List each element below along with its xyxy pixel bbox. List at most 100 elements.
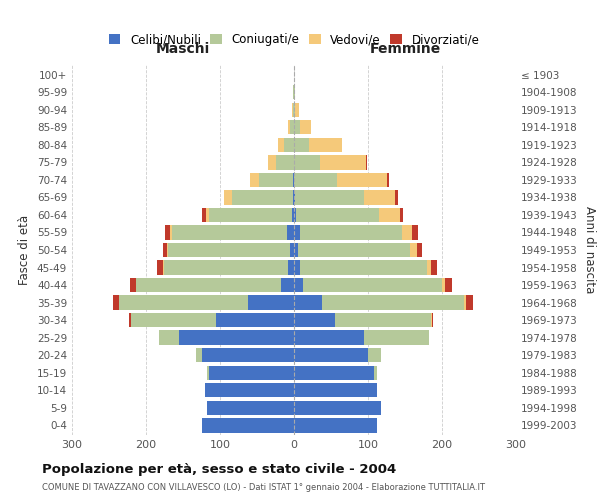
Bar (248, 296, 294, 310)
Y-axis label: Fasce di età: Fasce di età (19, 215, 31, 285)
Bar (322, 296, 464, 310)
Bar (250, 172, 259, 187)
Bar (300, 120, 311, 134)
Bar (288, 120, 290, 134)
Bar (309, 138, 342, 152)
Text: Maschi: Maschi (156, 42, 210, 56)
Bar (293, 102, 294, 117)
Bar (337, 172, 387, 187)
Bar (281, 278, 294, 292)
Bar (119, 296, 248, 310)
Bar (294, 418, 377, 432)
Bar (417, 243, 422, 257)
Bar (216, 313, 294, 328)
Text: Femmine: Femmine (370, 42, 440, 56)
Bar (208, 366, 209, 380)
Bar (294, 102, 295, 117)
Bar (275, 155, 294, 170)
Bar (294, 208, 296, 222)
Bar (202, 208, 206, 222)
Bar (366, 155, 367, 170)
Bar (167, 243, 168, 257)
Bar (294, 348, 368, 362)
Text: COMUNE DI TAVAZZANO CON VILLAVESCO (LO) - Dati ISTAT 1° gennaio 2004 - Elaborazi: COMUNE DI TAVAZZANO CON VILLAVESCO (LO) … (42, 484, 485, 492)
Bar (293, 190, 294, 204)
Bar (294, 190, 295, 204)
Bar (131, 313, 216, 328)
Bar (295, 102, 299, 117)
Bar (294, 120, 300, 134)
Bar (300, 260, 427, 274)
Bar (298, 243, 410, 257)
Bar (136, 278, 281, 292)
Bar (290, 120, 294, 134)
Bar (294, 383, 377, 398)
Legend: Celibi/Nubili, Coniugati/e, Vedovi/e, Divorziati/e: Celibi/Nubili, Coniugati/e, Vedovi/e, Di… (104, 28, 484, 51)
Bar (205, 383, 294, 398)
Bar (170, 226, 172, 239)
Bar (364, 190, 395, 204)
Bar (209, 366, 294, 380)
Bar (130, 278, 136, 292)
Bar (303, 278, 442, 292)
Bar (431, 313, 433, 328)
Bar (368, 348, 382, 362)
Bar (157, 260, 163, 274)
Bar (293, 85, 294, 100)
Bar (294, 138, 309, 152)
Bar (294, 330, 364, 345)
Bar (364, 330, 430, 345)
Bar (292, 102, 293, 117)
Bar (113, 296, 119, 310)
Bar (206, 400, 294, 415)
Bar (320, 155, 366, 170)
Bar (374, 366, 377, 380)
Bar (294, 85, 295, 100)
Bar (431, 260, 437, 274)
Bar (129, 313, 131, 328)
Text: Popolazione per età, sesso e stato civile - 2004: Popolazione per età, sesso e stato civil… (42, 462, 396, 475)
Bar (259, 172, 293, 187)
Bar (294, 400, 382, 415)
Bar (268, 155, 275, 170)
Bar (300, 226, 402, 239)
Bar (294, 172, 337, 187)
Bar (395, 190, 398, 204)
Bar (290, 243, 294, 257)
Bar (427, 260, 431, 274)
Bar (284, 138, 294, 152)
Bar (445, 278, 452, 292)
Bar (288, 260, 294, 274)
Bar (335, 313, 431, 328)
Bar (224, 190, 232, 204)
Bar (294, 260, 300, 274)
Bar (442, 278, 445, 292)
Bar (466, 296, 473, 310)
Bar (387, 172, 389, 187)
Bar (202, 418, 294, 432)
Bar (410, 243, 417, 257)
Bar (196, 348, 202, 362)
Bar (294, 226, 300, 239)
Bar (206, 208, 209, 222)
Bar (232, 190, 293, 204)
Bar (412, 226, 418, 239)
Bar (158, 330, 179, 345)
Bar (165, 226, 170, 239)
Bar (278, 138, 284, 152)
Y-axis label: Anni di nascita: Anni di nascita (583, 206, 596, 294)
Bar (295, 190, 364, 204)
Bar (294, 296, 322, 310)
Bar (209, 208, 292, 222)
Bar (294, 155, 320, 170)
Bar (379, 208, 400, 222)
Bar (464, 296, 466, 310)
Bar (294, 243, 298, 257)
Bar (172, 226, 287, 239)
Bar (293, 172, 294, 187)
Bar (287, 226, 294, 239)
Bar (179, 330, 294, 345)
Bar (400, 208, 403, 222)
Bar (296, 208, 379, 222)
Bar (294, 278, 303, 292)
